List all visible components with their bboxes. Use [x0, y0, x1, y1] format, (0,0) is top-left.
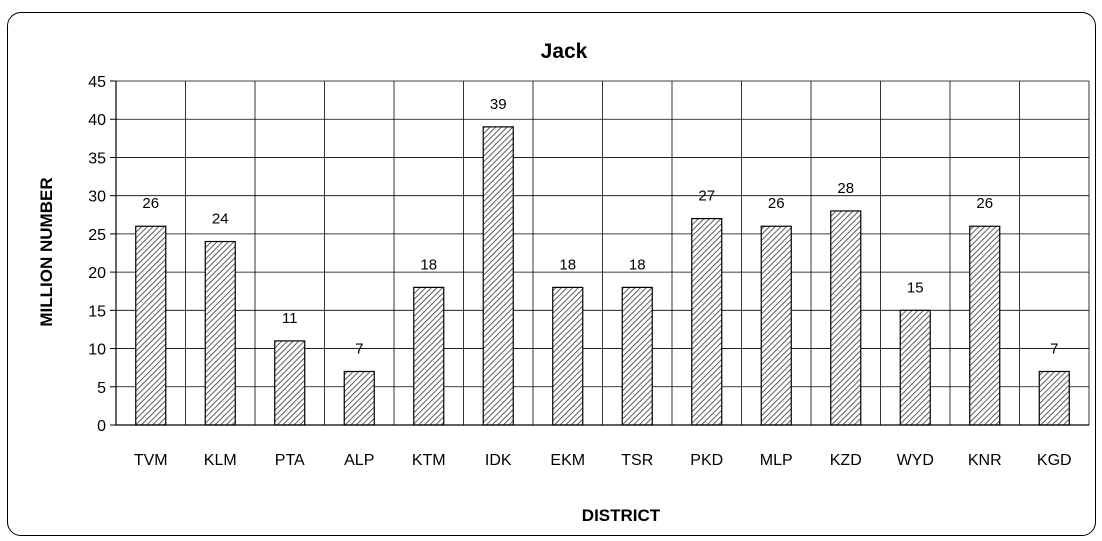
bar-tsr — [621, 286, 653, 426]
chart-frame — [7, 12, 1096, 536]
bar-mlp — [760, 225, 792, 426]
x-tick-label-ekm: EKM — [550, 452, 585, 469]
x-tick-label-mlp: MLP — [760, 452, 793, 469]
bar-idk — [482, 126, 514, 426]
y-tick-label: 0 — [97, 418, 106, 435]
data-label-knr: 26 — [976, 195, 993, 212]
data-label-ekm: 18 — [559, 256, 576, 273]
x-tick-label-tvm: TVM — [134, 452, 168, 469]
data-label-idk: 39 — [490, 96, 507, 113]
y-tick-label: 5 — [97, 380, 106, 397]
data-label-kzd: 28 — [837, 180, 854, 197]
y-tick-label: 15 — [88, 303, 106, 320]
x-tick-label-pta: PTA — [275, 452, 305, 469]
y-tick-label: 10 — [88, 342, 106, 359]
data-label-klm: 24 — [212, 211, 229, 228]
bar-ktm — [413, 286, 445, 426]
bar-alp — [343, 370, 375, 426]
bar-kgd — [1038, 370, 1070, 426]
bar-kzd — [830, 210, 862, 426]
y-axis-label: MILLION NUMBER — [37, 177, 56, 326]
bar-pta — [274, 340, 306, 426]
chart-title: Jack — [541, 40, 588, 63]
bar-tvm — [135, 225, 167, 426]
x-tick-label-pkd: PKD — [690, 452, 723, 469]
data-label-pkd: 27 — [698, 188, 715, 205]
data-label-tsr: 18 — [629, 256, 646, 273]
data-label-ktm: 18 — [420, 256, 437, 273]
x-tick-label-tsr: TSR — [621, 452, 653, 469]
y-tick-label: 45 — [88, 74, 106, 91]
y-tick-label: 30 — [88, 189, 106, 206]
bar-ekm — [552, 286, 584, 426]
x-tick-label-idk: IDK — [485, 452, 512, 469]
x-tick-label-wyd: WYD — [897, 452, 934, 469]
y-tick-label: 40 — [88, 112, 106, 129]
y-tick-label: 20 — [88, 265, 106, 282]
x-axis-label: DISTRICT — [582, 506, 661, 525]
bar-wyd — [899, 309, 931, 426]
data-label-mlp: 26 — [768, 195, 785, 212]
bar-klm — [204, 240, 236, 426]
bar-pkd — [691, 218, 723, 426]
data-label-pta: 11 — [282, 310, 298, 327]
x-tick-label-knr: KNR — [968, 452, 1002, 469]
y-tick-label: 25 — [88, 227, 106, 244]
bar-knr — [969, 225, 1001, 426]
data-label-tvm: 26 — [142, 195, 159, 212]
data-label-wyd: 15 — [907, 279, 924, 296]
x-tick-label-klm: KLM — [204, 452, 237, 469]
x-tick-label-kgd: KGD — [1037, 452, 1072, 469]
x-tick-label-ktm: KTM — [412, 452, 446, 469]
x-tick-label-alp: ALP — [344, 452, 374, 469]
data-label-alp: 7 — [355, 340, 363, 357]
data-label-kgd: 7 — [1050, 340, 1058, 357]
y-tick-label: 35 — [88, 150, 106, 167]
plot-area: 0 5 10 15 20 25 30 35 40 45 26 TVM 24 KLM 11 PTA 7 ALP 18 K… — [88, 74, 1090, 469]
x-tick-label-kzd: KZD — [830, 452, 862, 469]
